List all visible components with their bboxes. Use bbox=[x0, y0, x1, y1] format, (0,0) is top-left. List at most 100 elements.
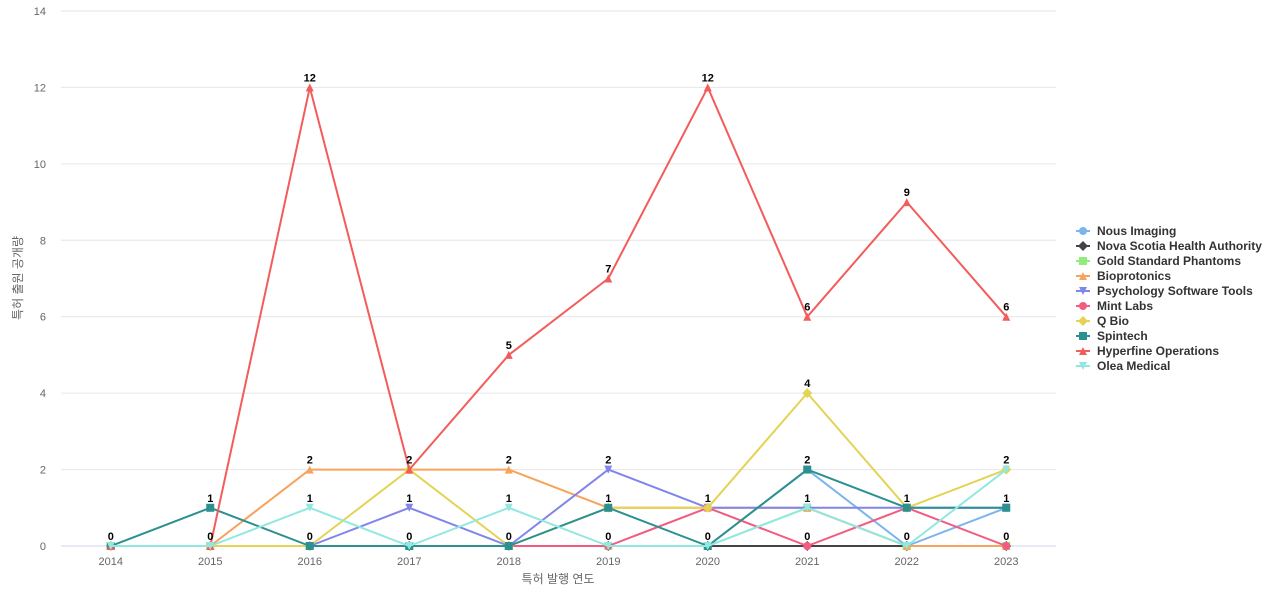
data-point bbox=[1002, 312, 1011, 321]
data-point bbox=[1002, 503, 1011, 512]
data-label: 2 bbox=[605, 455, 611, 467]
data-point bbox=[504, 542, 513, 550]
x-axis-title: 특허 발행 연도 bbox=[522, 571, 595, 586]
y-tick-label: 12 bbox=[34, 82, 46, 94]
series-line bbox=[110, 86, 1008, 547]
data-point bbox=[802, 388, 813, 399]
data-point bbox=[703, 542, 712, 550]
legend-item-mint-labs[interactable]: Mint Labs bbox=[1076, 299, 1153, 313]
data-point bbox=[206, 503, 215, 512]
x-tick-label: 2016 bbox=[298, 556, 322, 568]
x-tick-label: 2019 bbox=[596, 556, 620, 568]
legend-item-q-bio[interactable]: Q Bio bbox=[1076, 314, 1129, 328]
x-tick-label: 2018 bbox=[497, 556, 521, 568]
data-label: 0 bbox=[406, 531, 412, 543]
data-label: 0 bbox=[207, 531, 213, 543]
y-tick-label: 10 bbox=[34, 159, 46, 171]
legend-item-nous-imaging[interactable]: Nous Imaging bbox=[1076, 224, 1176, 238]
data-point bbox=[1002, 542, 1011, 550]
x-tick-label: 2021 bbox=[795, 556, 819, 568]
data-point bbox=[604, 274, 613, 283]
data-point bbox=[405, 465, 414, 474]
data-label: 0 bbox=[605, 531, 611, 543]
data-point bbox=[1002, 465, 1011, 474]
legend-marker bbox=[1079, 347, 1087, 355]
x-tick-label: 2020 bbox=[696, 556, 720, 568]
legend-label: Olea Medical bbox=[1097, 359, 1170, 373]
data-label: 12 bbox=[702, 72, 714, 84]
legend-item-hyperfine-operations[interactable]: Hyperfine Operations bbox=[1076, 344, 1219, 358]
data-point bbox=[206, 542, 215, 550]
legend-marker bbox=[1079, 302, 1087, 310]
legend-label: Bioprotonics bbox=[1097, 269, 1171, 283]
data-point bbox=[504, 350, 513, 359]
series-olea-medical bbox=[106, 465, 1011, 550]
legend-label: Hyperfine Operations bbox=[1097, 344, 1219, 358]
y-tick-label: 4 bbox=[40, 388, 46, 400]
x-tick-label: 2017 bbox=[397, 556, 421, 568]
series-line bbox=[110, 468, 1007, 547]
data-point bbox=[305, 83, 314, 92]
data-label: 1 bbox=[605, 493, 611, 505]
data-label: 1 bbox=[207, 493, 213, 505]
legend-label: Nova Scotia Health Authority bbox=[1097, 239, 1262, 253]
y-tick-label: 6 bbox=[40, 312, 46, 324]
legend-marker bbox=[1079, 272, 1087, 280]
data-point bbox=[902, 542, 911, 550]
data-point bbox=[604, 465, 613, 474]
data-label: 0 bbox=[804, 531, 810, 543]
legend-item-psychology-software-tools[interactable]: Psychology Software Tools bbox=[1076, 284, 1253, 298]
data-point bbox=[405, 542, 414, 550]
data-label: 0 bbox=[705, 531, 711, 543]
data-point bbox=[902, 198, 911, 207]
data-label: 0 bbox=[506, 531, 512, 543]
data-label: 9 bbox=[904, 187, 910, 199]
series-line bbox=[110, 468, 1007, 547]
legend-item-olea-medical[interactable]: Olea Medical bbox=[1076, 359, 1170, 373]
data-point bbox=[902, 503, 911, 512]
data-label: 1 bbox=[506, 493, 512, 505]
data-label: 1 bbox=[904, 493, 910, 505]
data-point bbox=[405, 503, 414, 512]
data-point bbox=[703, 83, 712, 92]
data-label: 2 bbox=[406, 455, 412, 467]
data-label: 0 bbox=[307, 531, 313, 543]
data-label: 2 bbox=[307, 455, 313, 467]
series-psychology-software-tools bbox=[106, 465, 1011, 550]
legend-label: Spintech bbox=[1097, 329, 1148, 343]
legend-item-nova-scotia-health-authority[interactable]: Nova Scotia Health Authority bbox=[1076, 239, 1262, 253]
legend-label: Mint Labs bbox=[1097, 299, 1153, 313]
y-axis-title: 특허 출원 공개량 bbox=[11, 236, 25, 320]
legend-label: Nous Imaging bbox=[1097, 224, 1176, 238]
data-label: 1 bbox=[406, 493, 412, 505]
data-point bbox=[106, 542, 115, 550]
x-tick-label: 2022 bbox=[895, 556, 919, 568]
y-tick-label: 2 bbox=[40, 465, 46, 477]
data-point bbox=[803, 312, 812, 321]
y-tick-label: 0 bbox=[40, 541, 46, 553]
data-label: 7 bbox=[605, 264, 611, 276]
data-label: 6 bbox=[804, 302, 810, 314]
y-tick-label: 14 bbox=[34, 6, 46, 18]
data-label: 12 bbox=[304, 72, 316, 84]
data-point bbox=[702, 502, 713, 513]
legend-label: Gold Standard Phantoms bbox=[1097, 254, 1241, 268]
x-tick-label: 2015 bbox=[198, 556, 222, 568]
data-label: 0 bbox=[1003, 531, 1009, 543]
series-lines bbox=[105, 83, 1012, 551]
legend-item-bioprotonics[interactable]: Bioprotonics bbox=[1076, 269, 1171, 283]
legend-item-spintech[interactable]: Spintech bbox=[1076, 329, 1148, 343]
legend-marker bbox=[1078, 241, 1088, 251]
legend-item-gold-standard-phantoms[interactable]: Gold Standard Phantoms bbox=[1076, 254, 1241, 268]
legend-marker bbox=[1079, 332, 1087, 340]
y-axis-ticks: 0 2 4 6 8 10 12 14 bbox=[34, 6, 46, 553]
grid bbox=[61, 10, 1056, 547]
legend-marker bbox=[1079, 287, 1087, 295]
data-label: 1 bbox=[1003, 493, 1009, 505]
data-label: 1 bbox=[307, 493, 313, 505]
legend-marker bbox=[1079, 227, 1087, 235]
